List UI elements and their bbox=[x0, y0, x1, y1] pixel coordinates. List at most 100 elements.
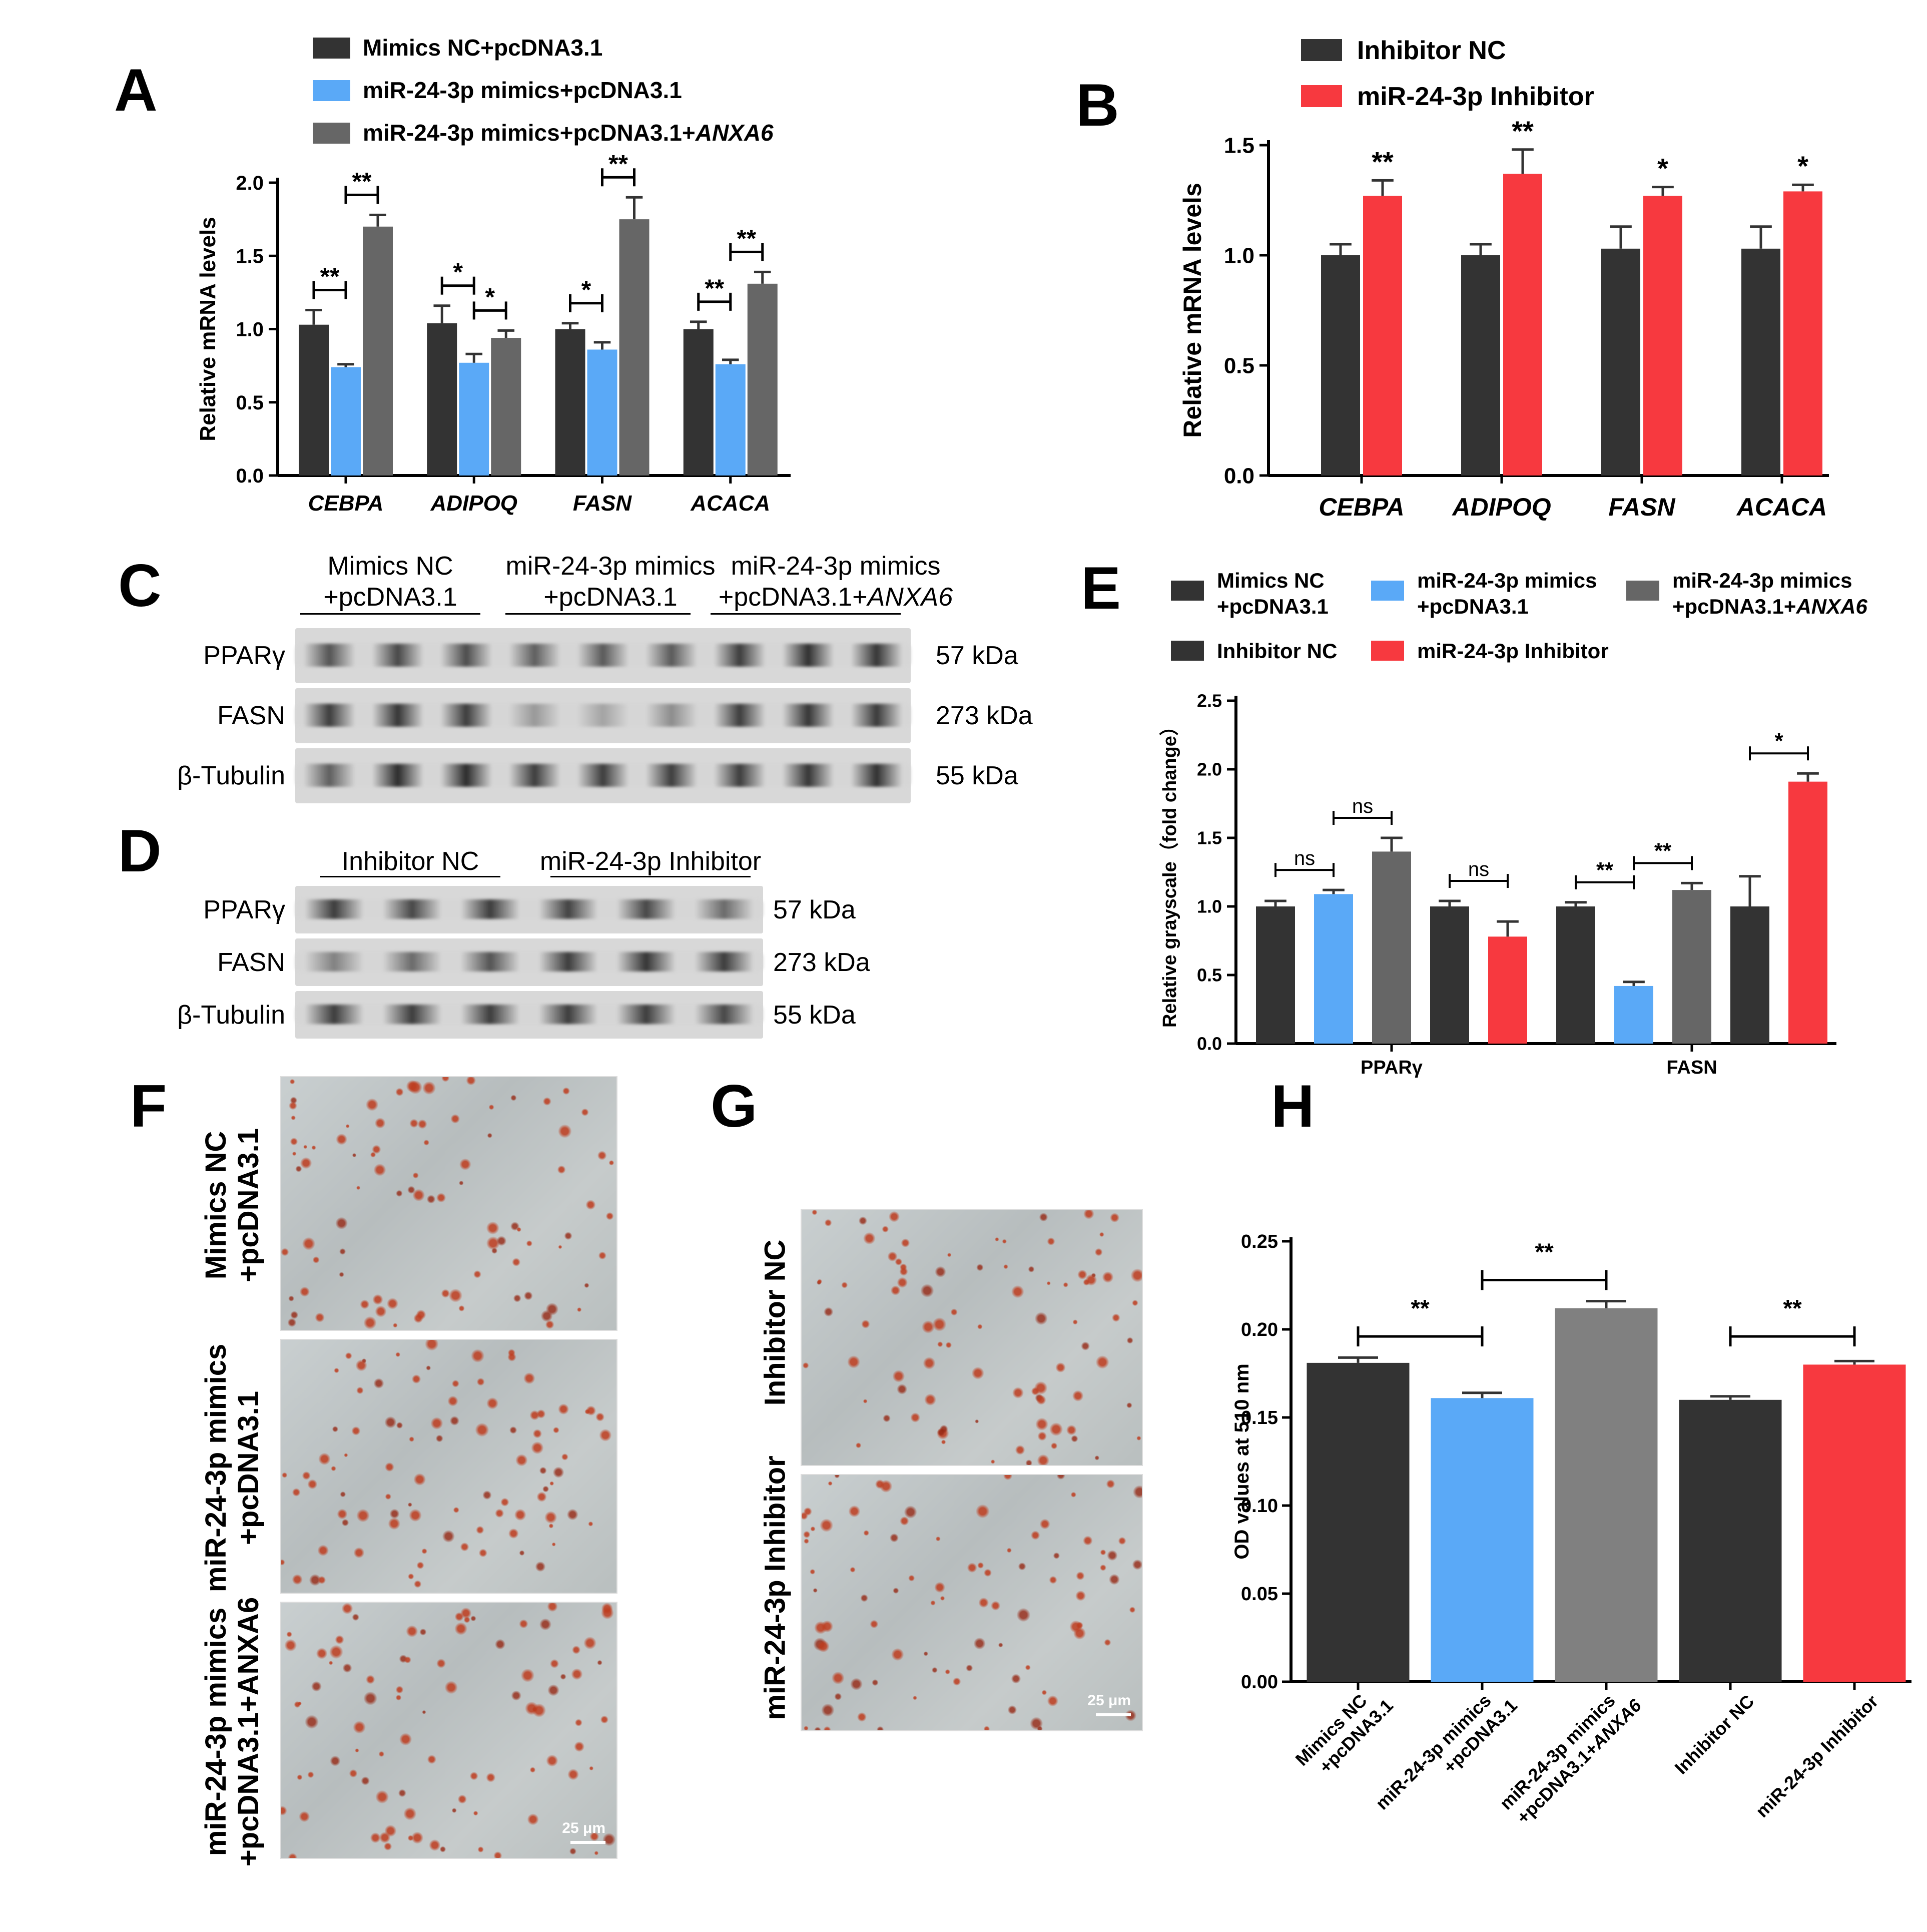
bar bbox=[587, 349, 617, 475]
micrograph-image: 25 μm bbox=[280, 1602, 617, 1859]
bar bbox=[747, 283, 778, 475]
bar bbox=[491, 338, 521, 475]
legend-label: +pcDNA3.1 bbox=[1217, 595, 1329, 618]
y-axis-label: OD values at 510 nm bbox=[1231, 1363, 1253, 1559]
y-tick-label: 1.0 bbox=[236, 319, 264, 341]
group-underline bbox=[320, 876, 500, 877]
bar bbox=[1672, 890, 1711, 1044]
category-label-group: Inhibitor NC bbox=[1671, 1691, 1758, 1778]
group-underline bbox=[711, 613, 901, 615]
blot-strip-2 bbox=[295, 748, 911, 803]
significance-label: ** bbox=[1596, 858, 1614, 882]
group-underline bbox=[550, 876, 751, 877]
category-label-group: miR-24-3p mimics+pcDNA3.1+ANXA6 bbox=[1496, 1690, 1646, 1828]
bar bbox=[619, 219, 650, 475]
legend-label: Mimics NC bbox=[1217, 569, 1325, 592]
category-label-group: Mimics NC+pcDNA3.1 bbox=[1292, 1690, 1397, 1777]
legend-label: miR-24-3p mimics+pcDNA3.1+ANXA6 bbox=[363, 120, 774, 146]
micrograph-label-line: miR-24-3p Inhibitor bbox=[759, 1456, 792, 1720]
category-label: CEBPA bbox=[308, 491, 384, 516]
legend-label: miR-24-3p mimics bbox=[1417, 569, 1597, 592]
protein-label: PPARγ bbox=[203, 895, 285, 924]
protein-label: β-Tubulin bbox=[177, 761, 285, 790]
panel-label-d: D bbox=[118, 817, 162, 884]
y-tick-label: 2.5 bbox=[1197, 691, 1222, 711]
micrograph-image bbox=[801, 1209, 1143, 1466]
bar bbox=[1788, 781, 1827, 1044]
panel-label-f: F bbox=[130, 1073, 167, 1140]
legend-label: miR-24-3p mimics+pcDNA3.1 bbox=[363, 77, 682, 103]
kda-label: 55 kDa bbox=[936, 761, 1018, 790]
y-tick-label: 1.5 bbox=[1224, 133, 1254, 158]
micrograph-label: miR-24-3p mimics +pcDNA3.1+ANXA6 bbox=[200, 1532, 265, 1932]
group-label-line: Mimics NC bbox=[327, 552, 453, 581]
legend-swatch bbox=[1171, 581, 1204, 601]
group-label: Mimics NC +pcDNA3.1 bbox=[285, 551, 495, 613]
micrograph-image bbox=[280, 1339, 617, 1594]
chart-e: Mimics NC +pcDNA3.1 miR-24-3p mimics +pcDNA… bbox=[1159, 569, 1867, 1078]
y-tick-label: 0.0 bbox=[1224, 463, 1254, 488]
group-label-line: +pcDNA3.1 bbox=[323, 583, 457, 612]
bar bbox=[1372, 851, 1411, 1044]
legend-label: Inhibitor NC bbox=[1217, 639, 1337, 663]
kda-label: 57 kDa bbox=[936, 641, 1018, 670]
y-axis-label: Relative grayscale（fold change） bbox=[1159, 717, 1180, 1028]
significance-label: ** bbox=[608, 150, 628, 178]
significance-label: ** bbox=[737, 224, 756, 252]
blot-strip-2 bbox=[295, 991, 763, 1039]
legend-swatch bbox=[1301, 85, 1342, 107]
y-axis-label: Relative mRNA levels bbox=[1178, 183, 1206, 438]
blot-bands bbox=[295, 1004, 763, 1025]
bar bbox=[459, 362, 489, 475]
bar bbox=[1307, 1362, 1410, 1682]
group-label-line: miR-24-3p Inhibitor bbox=[539, 847, 762, 876]
y-tick-label: 1.0 bbox=[1224, 243, 1254, 268]
micrograph-image: 25 μm bbox=[801, 1474, 1143, 1731]
group-label-line: Inhibitor NC bbox=[341, 847, 479, 876]
y-tick-label: 0.20 bbox=[1241, 1319, 1278, 1340]
legend-swatch bbox=[1371, 581, 1404, 601]
blot-bands bbox=[295, 703, 911, 727]
y-tick-label: 0.0 bbox=[1197, 1034, 1222, 1054]
significance-label: * bbox=[1797, 150, 1808, 182]
legend-swatch bbox=[1626, 581, 1659, 601]
legend-label: Mimics NC+pcDNA3.1 bbox=[363, 35, 602, 61]
panel-label-c: C bbox=[118, 552, 162, 619]
micrograph-label-line: miR-24-3p mimics bbox=[200, 1607, 233, 1856]
bar bbox=[299, 324, 329, 475]
micrograph-label: miR-24-3p Inhibitor bbox=[759, 1387, 792, 1788]
category-label: ADIPOQ bbox=[430, 491, 517, 516]
kda-label: 273 kDa bbox=[773, 947, 870, 977]
panel-label-e: E bbox=[1081, 555, 1121, 622]
scale-bar-label: 25 μm bbox=[1087, 1692, 1131, 1709]
significance-label: ** bbox=[1783, 1295, 1802, 1322]
category-label: ADIPOQ bbox=[1451, 493, 1551, 521]
micrograph-image bbox=[280, 1076, 617, 1331]
bar bbox=[1614, 986, 1653, 1044]
y-tick-label: 0.10 bbox=[1241, 1496, 1278, 1517]
blot-strip-1 bbox=[295, 938, 763, 986]
chart-b: Inhibitor NC miR-24-3p Inhibitor 0.0 0.5 1.0… bbox=[1178, 36, 1829, 521]
western-blot-c: Mimics NC +pcDNA3.1 miR-24-3p mimics +pcDNA… bbox=[0, 551, 1051, 803]
chart-a: Mimics NC+pcDNA3.1 miR-24-3p mimics+pcDNA… bbox=[196, 35, 791, 516]
significance-label: ** bbox=[705, 274, 724, 302]
bar bbox=[1803, 1364, 1906, 1682]
group-underline bbox=[505, 613, 691, 615]
significance-label: ** bbox=[352, 167, 372, 195]
bar bbox=[1488, 936, 1527, 1044]
y-tick-label: 0.15 bbox=[1241, 1407, 1278, 1428]
legend-label: Inhibitor NC bbox=[1357, 36, 1506, 65]
significance-label: * bbox=[1774, 729, 1783, 753]
significance-label: ** bbox=[1535, 1239, 1554, 1265]
y-tick-label: 1.5 bbox=[236, 245, 264, 267]
legend-label: +pcDNA3.1 bbox=[1417, 595, 1529, 618]
panel-label-b: B bbox=[1076, 72, 1119, 139]
group-label-line: miR-24-3p mimics bbox=[731, 552, 941, 581]
y-axis-label: Relative mRNA levels bbox=[196, 217, 220, 441]
y-tick-label: 1.5 bbox=[1197, 828, 1222, 848]
scale-bar bbox=[570, 1841, 605, 1844]
bar bbox=[1321, 255, 1360, 475]
protein-label: FASN bbox=[217, 947, 285, 977]
bar bbox=[1461, 255, 1500, 475]
kda-label: 55 kDa bbox=[773, 1000, 856, 1030]
